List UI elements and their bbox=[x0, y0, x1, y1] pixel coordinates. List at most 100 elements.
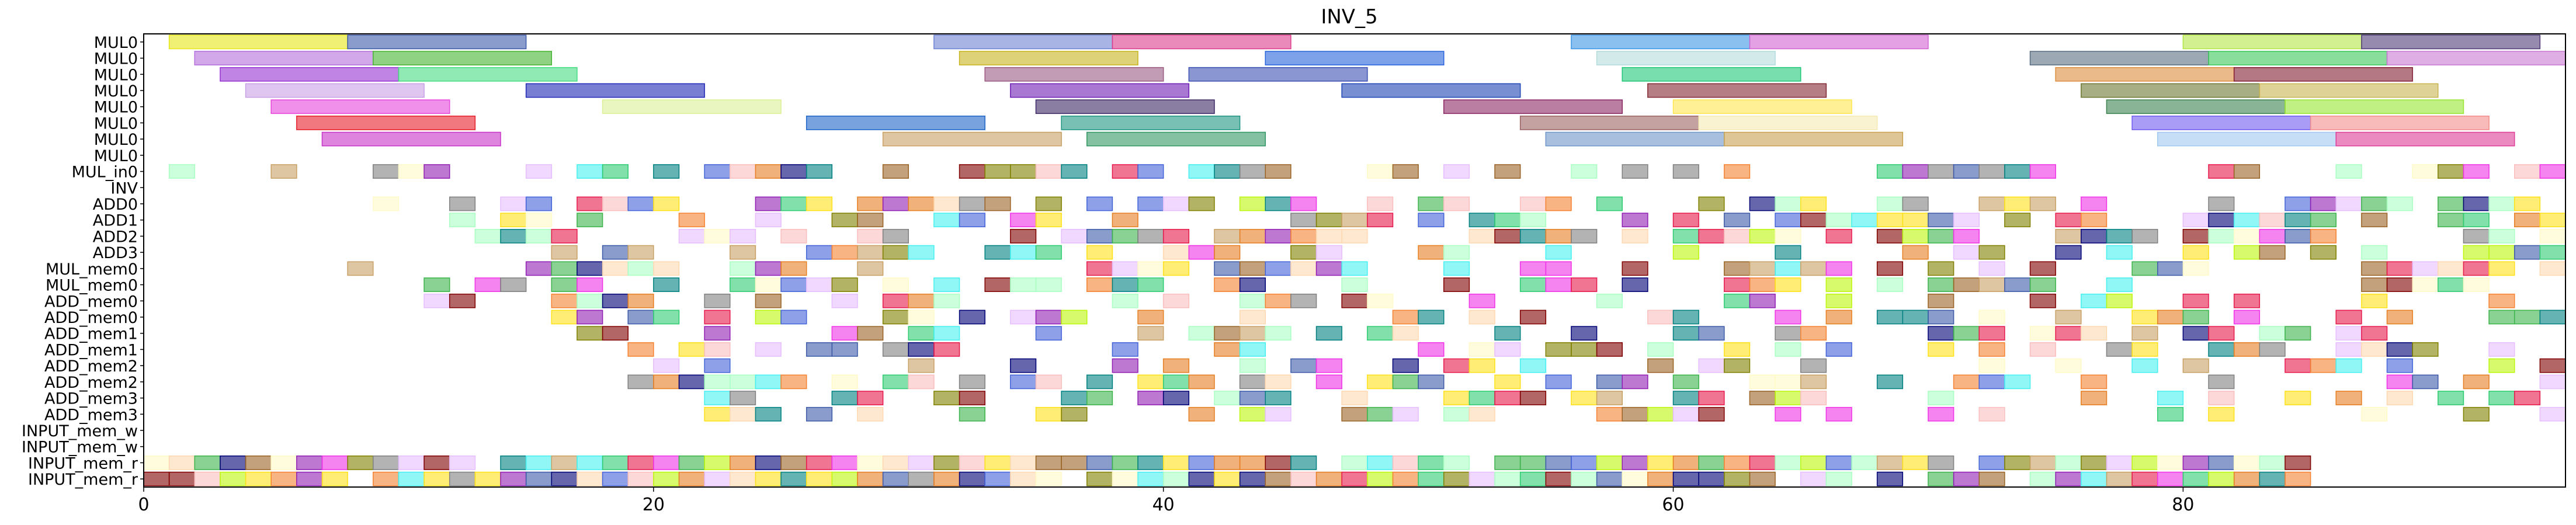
gantt-block bbox=[525, 229, 553, 244]
gantt-block bbox=[857, 391, 884, 405]
gantt-block bbox=[1315, 374, 1342, 390]
gantt-bar bbox=[525, 83, 705, 98]
gantt-block bbox=[296, 456, 323, 470]
x-tick-label: 60 bbox=[1662, 495, 1684, 515]
gantt-block bbox=[2310, 358, 2337, 373]
gantt-block bbox=[398, 164, 425, 179]
gantt-block bbox=[194, 456, 221, 470]
gantt-block bbox=[730, 406, 756, 422]
gantt-block bbox=[1928, 391, 1954, 405]
gantt-block bbox=[1443, 164, 1470, 179]
gantt-block bbox=[2463, 229, 2490, 244]
gantt-block bbox=[2310, 229, 2337, 244]
gantt-block bbox=[2488, 391, 2515, 405]
gantt-block bbox=[704, 164, 731, 179]
gantt-block bbox=[2539, 245, 2566, 260]
gantt-block bbox=[2081, 213, 2108, 228]
gantt-block bbox=[1928, 471, 1954, 486]
gantt-block bbox=[602, 196, 629, 211]
gantt-block bbox=[1698, 456, 1725, 470]
gantt-block bbox=[806, 164, 833, 179]
gantt-block bbox=[2361, 342, 2388, 357]
gantt-block bbox=[1418, 245, 1445, 260]
gantt-block bbox=[959, 196, 985, 211]
gantt-block bbox=[2463, 277, 2490, 292]
gantt-block bbox=[1978, 342, 2005, 357]
gantt-block bbox=[1137, 374, 1164, 390]
gantt-block bbox=[1315, 326, 1342, 341]
gantt-block bbox=[857, 471, 884, 486]
gantt-block bbox=[2361, 245, 2388, 260]
gantt-block bbox=[1545, 471, 1572, 486]
gantt-bar bbox=[1545, 131, 1725, 147]
gantt-block bbox=[1214, 261, 1241, 276]
gantt-block bbox=[984, 277, 1011, 292]
gantt-block bbox=[2386, 358, 2413, 373]
gantt-block bbox=[2361, 326, 2388, 341]
y-tick-label: ADD_mem0 bbox=[44, 293, 138, 311]
gantt-block bbox=[2131, 261, 2158, 276]
gantt-block bbox=[1902, 229, 1929, 244]
gantt-bar bbox=[1672, 99, 1852, 114]
gantt-block bbox=[1519, 456, 1547, 470]
gantt-block bbox=[1622, 213, 1648, 228]
y-tick-label: INV bbox=[110, 179, 138, 197]
gantt-block bbox=[602, 293, 629, 308]
gantt-block bbox=[627, 310, 654, 325]
gantt-block bbox=[755, 456, 782, 470]
gantt-block bbox=[933, 196, 960, 211]
gantt-block bbox=[2131, 456, 2158, 470]
y-tick-label: ADD_mem3 bbox=[44, 390, 138, 408]
gantt-block bbox=[1876, 374, 1904, 390]
gantt-bar bbox=[1698, 116, 1878, 130]
gantt-block bbox=[2285, 326, 2311, 341]
gantt-block bbox=[1010, 471, 1037, 486]
gantt-block bbox=[1341, 391, 1368, 405]
gantt-block bbox=[1622, 456, 1648, 470]
gantt-block bbox=[1876, 310, 1904, 325]
gantt-block bbox=[525, 261, 553, 276]
gantt-block bbox=[1876, 456, 1904, 470]
gantt-block bbox=[1468, 342, 1495, 357]
gantt-block bbox=[959, 471, 985, 486]
gantt-block bbox=[730, 471, 756, 486]
gantt-block bbox=[1265, 471, 1292, 486]
gantt-block bbox=[1596, 471, 1623, 486]
gantt-block bbox=[1392, 326, 1419, 341]
gantt-block bbox=[2335, 310, 2362, 325]
gantt-block bbox=[1928, 406, 1954, 422]
gantt-bar bbox=[270, 99, 450, 114]
gantt-block bbox=[704, 391, 731, 405]
gantt-block bbox=[1239, 358, 1266, 373]
gantt-block bbox=[1315, 213, 1342, 228]
gantt-block bbox=[474, 277, 501, 292]
gantt-block bbox=[755, 196, 782, 211]
gantt-block bbox=[1622, 229, 1648, 244]
gantt-block bbox=[2081, 391, 2108, 405]
gantt-block bbox=[933, 391, 960, 405]
gantt-block bbox=[2361, 261, 2388, 276]
y-tick-labels: MUL0MUL0MUL0MUL0MUL0MUL0MUL0MUL0MUL_in0I… bbox=[22, 34, 144, 489]
gantt-block bbox=[2335, 342, 2362, 357]
gantt-block bbox=[1647, 310, 1674, 325]
gantt-block bbox=[1137, 277, 1164, 292]
gantt-block bbox=[1367, 374, 1394, 390]
gantt-block bbox=[1010, 374, 1037, 390]
gantt-block bbox=[2488, 229, 2515, 244]
gantt-block bbox=[1468, 406, 1495, 422]
y-tick-label: INPUT_mem_w bbox=[22, 422, 138, 440]
gantt-block bbox=[2259, 326, 2286, 341]
gantt-block bbox=[423, 293, 450, 308]
gantt-block bbox=[1622, 164, 1648, 179]
gantt-bar bbox=[245, 83, 425, 98]
gantt-block bbox=[1545, 342, 1572, 357]
gantt-block bbox=[1367, 196, 1394, 211]
gantt-block bbox=[831, 293, 858, 308]
gantt-block bbox=[1519, 391, 1547, 405]
gantt-block bbox=[1928, 326, 1954, 341]
gantt-block bbox=[1010, 245, 1037, 260]
gantt-block bbox=[1086, 229, 1113, 244]
gantt-block bbox=[1749, 471, 1776, 486]
y-tick-label: MUL0 bbox=[94, 82, 138, 100]
gantt-block bbox=[933, 471, 960, 486]
